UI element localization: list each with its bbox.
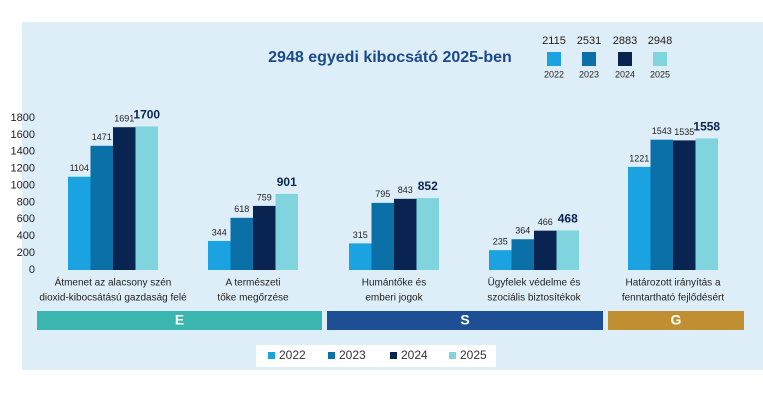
pillar-band xyxy=(608,311,744,330)
x-tick-label: fenntartható fejlődésért xyxy=(622,293,725,304)
bar xyxy=(673,140,696,270)
legend-swatch xyxy=(268,352,275,359)
data-label: 235 xyxy=(493,237,508,247)
header-year: 2025 xyxy=(650,69,670,79)
data-label: 1691 xyxy=(114,114,134,124)
x-tick-label: szociális biztosítékok xyxy=(487,293,581,304)
header-year: 2024 xyxy=(615,69,635,79)
data-label: 795 xyxy=(375,189,390,199)
x-tick-label: Átmenet az alacsony szén xyxy=(55,276,172,289)
x-tick-label: A természeti xyxy=(225,278,280,289)
data-label: 901 xyxy=(277,175,297,189)
x-tick-label: emberi jogok xyxy=(365,293,423,304)
header-swatch xyxy=(547,52,561,66)
y-tick-label: 1600 xyxy=(11,129,35,141)
legend-box xyxy=(256,345,496,367)
data-label: 759 xyxy=(257,192,272,202)
x-tick-label: Ügyfelek védelme és xyxy=(488,277,581,289)
legend-label: 2022 xyxy=(279,348,306,362)
bar xyxy=(416,198,439,270)
data-label: 852 xyxy=(418,179,438,193)
data-label: 1535 xyxy=(674,127,694,137)
pillar-band xyxy=(37,311,322,330)
bar xyxy=(394,198,417,270)
bar xyxy=(275,193,298,270)
x-tick-label: dioxid-kibocsátású gazdaság felé xyxy=(39,293,187,304)
data-label: 344 xyxy=(212,227,227,237)
bar xyxy=(113,127,136,271)
header-count: 2115 xyxy=(542,35,566,47)
bar xyxy=(556,230,579,270)
data-label: 1543 xyxy=(652,126,672,136)
data-label: 843 xyxy=(398,185,413,195)
data-label: 1700 xyxy=(133,108,160,122)
bar xyxy=(135,126,158,270)
y-tick-label: 400 xyxy=(17,230,35,242)
bar xyxy=(695,138,718,270)
data-label: 468 xyxy=(558,212,578,226)
data-label: 618 xyxy=(234,204,249,214)
bar xyxy=(534,230,557,270)
data-label: 1221 xyxy=(629,153,649,163)
y-tick-label: 1200 xyxy=(11,163,35,175)
bar xyxy=(650,139,673,270)
bar xyxy=(511,239,534,270)
data-label: 466 xyxy=(538,217,553,227)
legend-label: 2023 xyxy=(339,348,366,362)
y-tick-label: 1000 xyxy=(11,179,35,191)
data-label: 1558 xyxy=(693,120,720,134)
header-year: 2022 xyxy=(544,69,564,79)
bar xyxy=(489,250,512,270)
bar xyxy=(90,145,113,270)
bar xyxy=(68,176,91,270)
y-tick-label: 0 xyxy=(29,264,35,276)
y-tick-label: 200 xyxy=(17,247,35,259)
pillar-label: E xyxy=(175,312,184,328)
bar xyxy=(628,166,651,270)
chart-title: 2948 egyedi kibocsátó 2025-ben xyxy=(268,49,512,66)
bar xyxy=(230,217,253,270)
data-label: 364 xyxy=(515,226,530,236)
legend-swatch xyxy=(390,352,397,359)
header-swatch xyxy=(618,52,632,66)
header-count: 2883 xyxy=(613,35,637,47)
bar xyxy=(349,243,372,270)
pillar-label: S xyxy=(460,312,469,328)
y-tick-label: 1400 xyxy=(11,146,35,158)
legend-swatch xyxy=(328,352,335,359)
pillar-label: G xyxy=(671,312,682,328)
data-label: 1471 xyxy=(92,132,112,142)
y-tick-label: 1800 xyxy=(11,112,35,124)
x-tick-label: Határozott irányítás a xyxy=(625,278,720,289)
legend-label: 2025 xyxy=(460,348,487,362)
y-tick-label: 800 xyxy=(17,196,35,208)
legend-label: 2024 xyxy=(401,348,428,362)
header-count: 2531 xyxy=(577,35,601,47)
bar xyxy=(253,205,276,270)
legend-swatch xyxy=(449,352,456,359)
header-swatch xyxy=(582,52,596,66)
data-label: 315 xyxy=(353,230,368,240)
pillar-band xyxy=(327,311,603,330)
header-swatch xyxy=(653,52,667,66)
x-tick-label: tőke megőrzése xyxy=(217,293,289,304)
bar xyxy=(371,202,394,270)
data-label: 1104 xyxy=(70,163,89,173)
y-tick-label: 600 xyxy=(17,213,35,225)
header-count: 2948 xyxy=(648,35,672,47)
x-tick-label: Humántőke és xyxy=(362,278,426,289)
header-year: 2023 xyxy=(579,69,599,79)
bar xyxy=(208,240,231,270)
